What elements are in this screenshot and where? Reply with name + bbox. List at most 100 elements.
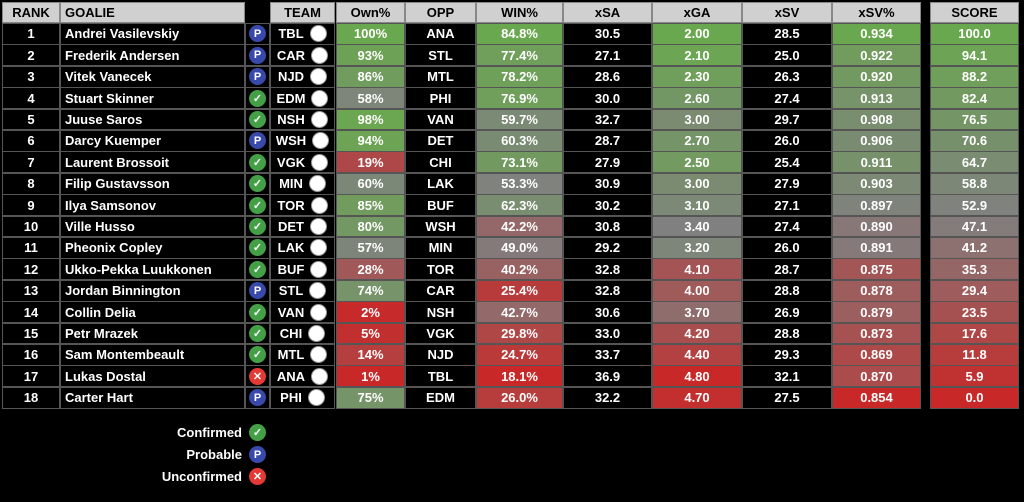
xsv-pct-cell: 0.934 [832,23,921,45]
xsa-cell: 33.0 [563,322,652,345]
rank-cell: 5 [2,108,60,131]
header-cell: WIN% [476,2,563,23]
team-abbr: WSH [275,133,307,149]
status-cell: ✓ [245,172,270,195]
status-icon: ✓ [249,89,266,107]
status-icon: ✓ [249,424,266,441]
legend-label: Probable [186,447,242,462]
rank-cell: 12 [2,258,60,281]
team-cell: TOR [270,194,335,217]
status-cell: P [245,44,270,67]
score-cell: 11.8 [930,344,1019,366]
status-cell: ✓ [245,258,270,281]
status-icon: ✓ [249,153,266,171]
team-abbr: TOR [277,197,305,213]
own-pct-cell: 2% [336,301,405,324]
goalie-cell: Pheonix Copley [60,237,245,259]
legend-label: Confirmed [177,425,242,440]
status-cell: P [245,23,270,45]
rank-cell: 14 [2,301,60,324]
own-pct-cell: 98% [336,108,405,131]
xsv-cell: 27.5 [742,386,832,409]
team-logo [310,239,328,257]
team-cell: TBL [270,23,335,45]
goalie-cell: Jordan Binnington [60,279,245,302]
xga-cell: 3.70 [652,301,742,324]
win-pct-cell: 73.1% [476,151,563,174]
team-abbr: PHI [280,390,302,406]
team-cell: DET [270,215,335,238]
team-cell: EDM [270,87,335,110]
goalie-cell: Sam Montembeault [60,344,245,366]
win-pct-cell: 42.2% [476,215,563,238]
team-logo [311,367,329,385]
own-pct-cell: 86% [336,65,405,88]
status-cell: ✓ [245,344,270,366]
score-cell: 47.1 [930,215,1019,238]
team-cell: NSH [270,108,335,131]
xsa-cell: 36.9 [563,365,652,388]
xsv-pct-cell: 0.903 [832,172,921,195]
own-pct-cell: 19% [336,151,405,174]
team-logo [310,346,328,364]
team-logo [312,132,330,150]
status-icon: P [249,282,266,300]
win-pct-cell: 62.3% [476,194,563,217]
xsa-cell: 30.0 [563,87,652,110]
score-cell: 0.0 [930,386,1019,409]
win-pct-cell: 76.9% [476,87,563,110]
team-abbr: CAR [276,47,306,63]
xsa-cell: 28.7 [563,130,652,152]
status-icon: ✕ [249,468,266,485]
header-cell: xSA [563,2,652,23]
opp-cell: TBL [405,365,476,388]
team-abbr: BUF [277,261,305,277]
xsv-cell: 28.5 [742,23,832,45]
team-cell: WSH [270,130,335,152]
xsv-pct-cell: 0.908 [832,108,921,131]
opp-cell: EDM [405,386,476,409]
win-pct-cell: 77.4% [476,44,563,67]
xga-cell: 2.30 [652,65,742,88]
header-cell: OPP [405,2,476,23]
team-logo [310,68,327,86]
goalie-cell: Stuart Skinner [60,87,245,110]
rank-cell: 18 [2,386,60,409]
team-logo [310,260,328,278]
opp-cell: DET [405,130,476,152]
xsv-cell: 26.3 [742,65,832,88]
goalie-cell: Carter Hart [60,386,245,409]
xsv-cell: 28.8 [742,279,832,302]
xsv-pct-cell: 0.906 [832,130,921,152]
xsv-pct-cell: 0.878 [832,279,921,302]
xsv-pct-cell: 0.875 [832,258,921,281]
xsv-pct-cell: 0.891 [832,237,921,259]
own-pct-cell: 28% [336,258,405,281]
opp-cell: MTL [405,65,476,88]
rank-cell: 6 [2,130,60,152]
xsa-cell: 27.9 [563,151,652,174]
team-logo [310,111,328,129]
xsv-cell: 32.1 [742,365,832,388]
xsv-pct-cell: 0.922 [832,44,921,67]
xga-cell: 4.00 [652,279,742,302]
score-cell: 52.9 [930,194,1019,217]
goalie-cell: Andrei Vasilevskiy [60,23,245,45]
xsv-pct-cell: 0.879 [832,301,921,324]
team-cell: MIN [270,172,335,195]
header-cell: xGA [652,2,742,23]
opp-cell: NSH [405,301,476,324]
team-abbr: VGK [276,154,306,170]
rank-cell: 1 [2,23,60,45]
xsv-pct-cell: 0.897 [832,194,921,217]
score-cell: 82.4 [930,87,1019,110]
win-pct-cell: 59.7% [476,108,563,131]
team-abbr: LAK [277,240,305,256]
rank-cell: 17 [2,365,60,388]
xsv-pct-cell: 0.873 [832,322,921,345]
team-logo [311,89,329,107]
score-cell: 17.6 [930,322,1019,345]
status-cell: P [245,386,270,409]
xsv-cell: 25.4 [742,151,832,174]
